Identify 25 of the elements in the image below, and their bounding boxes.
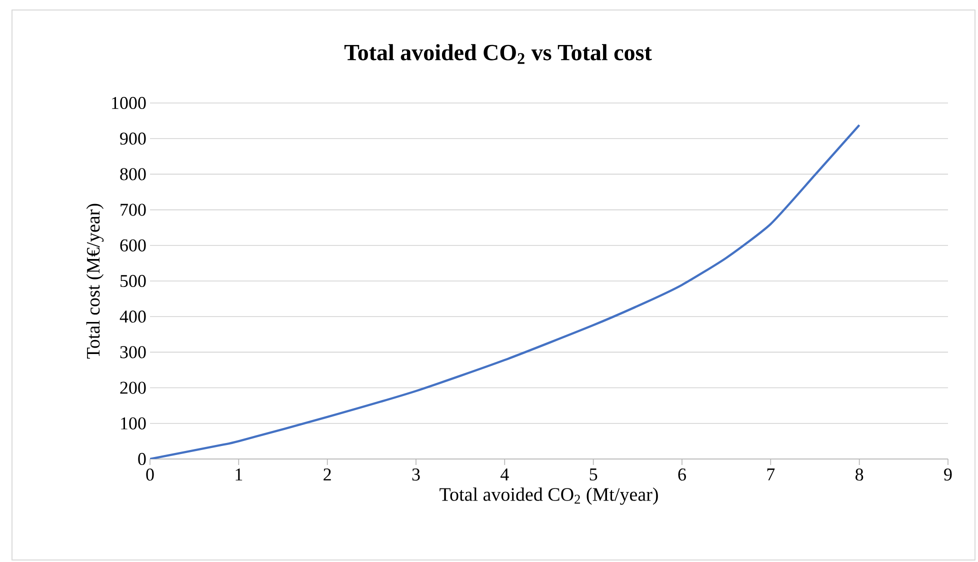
line-series — [150, 124, 860, 459]
x-axis-title: Total avoided CO$_{2}$ (Mt/year) — [440, 488, 658, 505]
y-tick-label: 400 — [120, 310, 146, 323]
x-tick-label: 1 — [236, 468, 242, 480]
x-tick-label: 2 — [324, 468, 331, 480]
y-tick-label: 1000 — [112, 96, 146, 110]
y-tick-label: 900 — [120, 132, 146, 145]
y-tick-label: 600 — [120, 239, 146, 252]
chart-title: Total avoided CO$_{2}$ vs Total cost — [344, 44, 652, 64]
y-tick-label: 500 — [120, 274, 146, 288]
x-tick-label: 4 — [500, 468, 509, 480]
y-tick-label: 100 — [121, 417, 146, 430]
x-tick-label: 3 — [412, 468, 420, 481]
y-tick-label: 300 — [120, 346, 146, 358]
x-tick-label: 0 — [146, 468, 154, 481]
x-tick-label: 7 — [767, 468, 775, 480]
y-tick-label: 800 — [120, 168, 146, 180]
x-tick-label: 8 — [856, 468, 864, 481]
x-tick-label: 5 — [590, 468, 598, 480]
y-tick-label: 200 — [120, 382, 146, 394]
x-tick-label: 6 — [678, 468, 686, 481]
y-axis-title: Total cost (M€/year) — [86, 204, 104, 359]
y-tick-label: 700 — [120, 204, 146, 216]
x-tick-label: 9 — [944, 468, 952, 481]
y-tick-label: 0 — [138, 452, 146, 466]
